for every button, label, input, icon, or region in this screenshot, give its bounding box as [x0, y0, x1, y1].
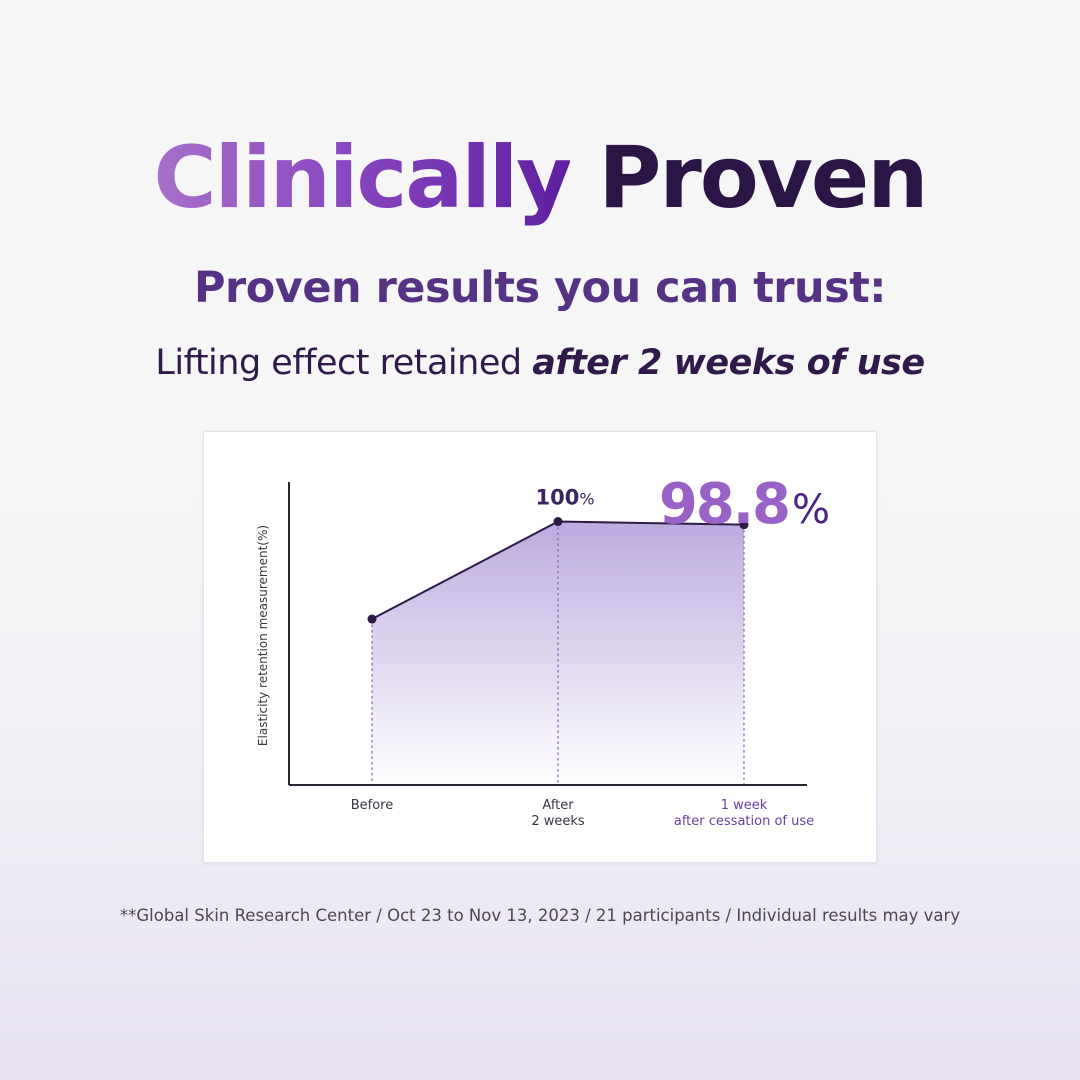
- chart-card: Elasticity retention measurement(%) Befor…: [203, 431, 877, 863]
- data-point-0: [367, 614, 377, 624]
- x-tick-label-2: 1 week after cessation of use: [674, 798, 814, 829]
- elasticity-chart: Elasticity retention measurement(%) Befor…: [256, 472, 830, 829]
- footnote: **Global Skin Research Center / Oct 23 t…: [119, 906, 961, 925]
- tagline-plain: Lifting effect retained: [155, 343, 522, 383]
- area-fill: [372, 521, 744, 785]
- x-tick-label-0: Before: [351, 798, 394, 813]
- page-title: Clinically Proven: [0, 128, 1080, 228]
- tagline-emphasis: after 2 weeks of use: [532, 343, 925, 383]
- data-point-1: [553, 517, 563, 527]
- data-point-2: [739, 520, 749, 530]
- title-dark-word: Proven: [598, 128, 928, 228]
- data-label-1: 100%: [535, 486, 594, 510]
- title-accent-word: Clinically: [153, 128, 573, 228]
- y-axis-label: Elasticity retention measurement(%): [256, 525, 270, 746]
- page-subtitle: Proven results you can trust:: [194, 263, 886, 313]
- tagline: Lifting effect retained after 2 weeks of…: [0, 336, 1080, 390]
- x-tick-label-1: After 2 weeks: [531, 798, 585, 829]
- highlight-value-label: 98.8%: [659, 472, 828, 537]
